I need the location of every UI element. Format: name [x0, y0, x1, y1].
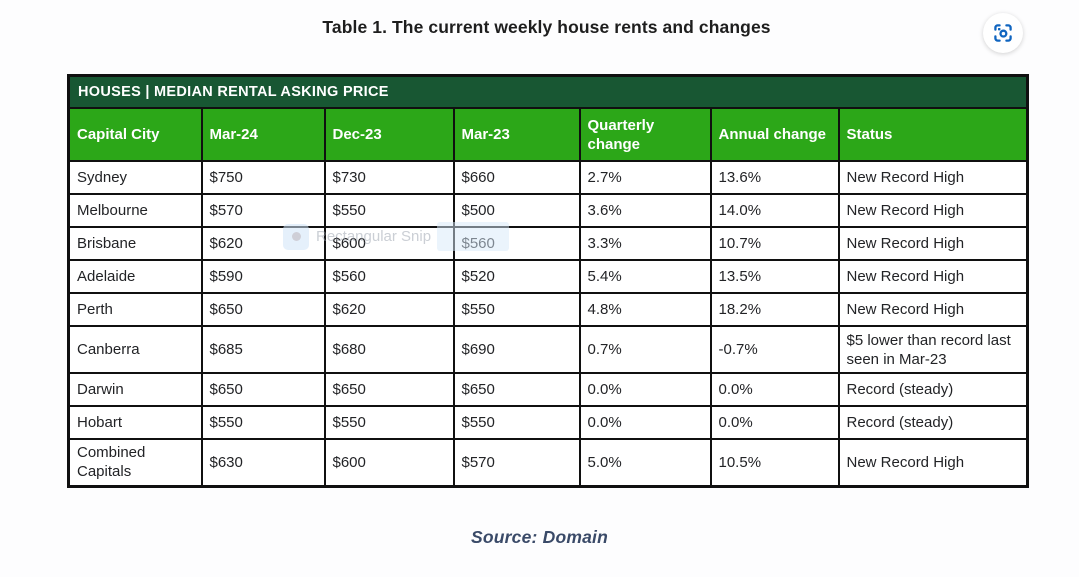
cell-mar24: $650: [200, 292, 326, 327]
cell-annual-change: 18.2%: [709, 292, 840, 327]
cell-status: New Record High: [837, 193, 1029, 228]
column-header-mar-24: Mar-24: [200, 107, 326, 162]
cell-mar23: $570: [452, 438, 581, 487]
cell-dec23: $560: [323, 259, 455, 294]
cell-mar23: $520: [452, 259, 581, 294]
cell-mar24: $590: [200, 259, 326, 294]
cell-dec23: $650: [323, 372, 455, 407]
table-row-hobart: Hobart $550 $550 $550 0.0% 0.0% Record (…: [67, 405, 1029, 440]
column-header-dec-23: Dec-23: [323, 107, 455, 162]
column-header-status: Status: [837, 107, 1029, 162]
cell-city: Melbourne: [67, 193, 203, 228]
column-header-capital-city: Capital City: [67, 107, 203, 162]
cell-mar23: $550: [452, 405, 581, 440]
column-header-annual-change: Annual change: [709, 107, 840, 162]
cell-annual-change: 0.0%: [709, 405, 840, 440]
cell-mar23: $560: [452, 226, 581, 261]
cell-city: Perth: [67, 292, 203, 327]
table-row-brisbane: Brisbane $620 $600 $560 3.3% 10.7% New R…: [67, 226, 1029, 261]
cell-status: New Record High: [837, 292, 1029, 327]
cell-mar23: $650: [452, 372, 581, 407]
cell-mar24: $685: [200, 325, 326, 374]
cell-mar24: $570: [200, 193, 326, 228]
cell-annual-change: -0.7%: [709, 325, 840, 374]
cell-status: New Record High: [837, 226, 1029, 261]
cell-city: Hobart: [67, 405, 203, 440]
rent-table: HOUSES | MEDIAN RENTAL ASKING PRICE Capi…: [67, 74, 1029, 488]
screen-snip-icon: [991, 21, 1015, 45]
table-row-perth: Perth $650 $620 $550 4.8% 18.2% New Reco…: [67, 292, 1029, 327]
cell-mar23: $500: [452, 193, 581, 228]
cell-mar23: $660: [452, 160, 581, 195]
cell-annual-change: 14.0%: [709, 193, 840, 228]
cell-city: Adelaide: [67, 259, 203, 294]
cell-city: Brisbane: [67, 226, 203, 261]
cell-dec23: $550: [323, 193, 455, 228]
cell-city: Combined Capitals: [67, 438, 203, 487]
table-row-melbourne: Melbourne $570 $550 $500 3.6% 14.0% New …: [67, 193, 1029, 228]
cell-status: New Record High: [837, 160, 1029, 195]
cell-quarterly-change: 3.6%: [578, 193, 712, 228]
cell-annual-change: 10.5%: [709, 438, 840, 487]
cell-mar24: $650: [200, 372, 326, 407]
cell-annual-change: 0.0%: [709, 372, 840, 407]
cell-dec23: $550: [323, 405, 455, 440]
cell-quarterly-change: 4.8%: [578, 292, 712, 327]
table-band-row: HOUSES | MEDIAN RENTAL ASKING PRICE: [67, 74, 1029, 109]
column-header-mar-23: Mar-23: [452, 107, 581, 162]
cell-mar23: $550: [452, 292, 581, 327]
cell-status: $5 lower than record last seen in Mar-23: [837, 325, 1029, 374]
cell-mar24: $550: [200, 405, 326, 440]
table-header-row: Capital City Mar-24 Dec-23 Mar-23 Quarte…: [67, 107, 1029, 162]
cell-status: New Record High: [837, 438, 1029, 487]
cell-dec23: $730: [323, 160, 455, 195]
table-row-adelaide: Adelaide $590 $560 $520 5.4% 13.5% New R…: [67, 259, 1029, 294]
cell-mar24: $750: [200, 160, 326, 195]
table-row-canberra: Canberra $685 $680 $690 0.7% -0.7% $5 lo…: [67, 325, 1029, 374]
page-title: Table 1. The current weekly house rents …: [322, 17, 771, 37]
cell-dec23: $620: [323, 292, 455, 327]
cell-mar24: $620: [200, 226, 326, 261]
table-row-darwin: Darwin $650 $650 $650 0.0% 0.0% Record (…: [67, 372, 1029, 407]
table-row-sydney: Sydney $750 $730 $660 2.7% 13.6% New Rec…: [67, 160, 1029, 195]
column-header-quarterly-change: Quarterly change: [578, 107, 712, 162]
cell-quarterly-change: 3.3%: [578, 226, 712, 261]
cell-annual-change: 13.5%: [709, 259, 840, 294]
cell-quarterly-change: 0.7%: [578, 325, 712, 374]
cell-quarterly-change: 5.4%: [578, 259, 712, 294]
table-band-title: HOUSES | MEDIAN RENTAL ASKING PRICE: [67, 74, 1029, 109]
cell-status: Record (steady): [837, 372, 1029, 407]
cell-annual-change: 13.6%: [709, 160, 840, 195]
cell-quarterly-change: 0.0%: [578, 372, 712, 407]
cell-mar24: $630: [200, 438, 326, 487]
cell-city: Sydney: [67, 160, 203, 195]
cell-quarterly-change: 0.0%: [578, 405, 712, 440]
cell-annual-change: 10.7%: [709, 226, 840, 261]
cell-quarterly-change: 5.0%: [578, 438, 712, 487]
cell-dec23: $600: [323, 438, 455, 487]
cell-quarterly-change: 2.7%: [578, 160, 712, 195]
cell-dec23: $680: [323, 325, 455, 374]
cell-city: Darwin: [67, 372, 203, 407]
table-row-combined-capitals: Combined Capitals $630 $600 $570 5.0% 10…: [67, 438, 1029, 487]
cell-status: Record (steady): [837, 405, 1029, 440]
snip-button[interactable]: [983, 13, 1023, 53]
source-caption: Source: Domain: [471, 527, 608, 547]
cell-status: New Record High: [837, 259, 1029, 294]
cell-city: Canberra: [67, 325, 203, 374]
cell-dec23: $600: [323, 226, 455, 261]
cell-mar23: $690: [452, 325, 581, 374]
